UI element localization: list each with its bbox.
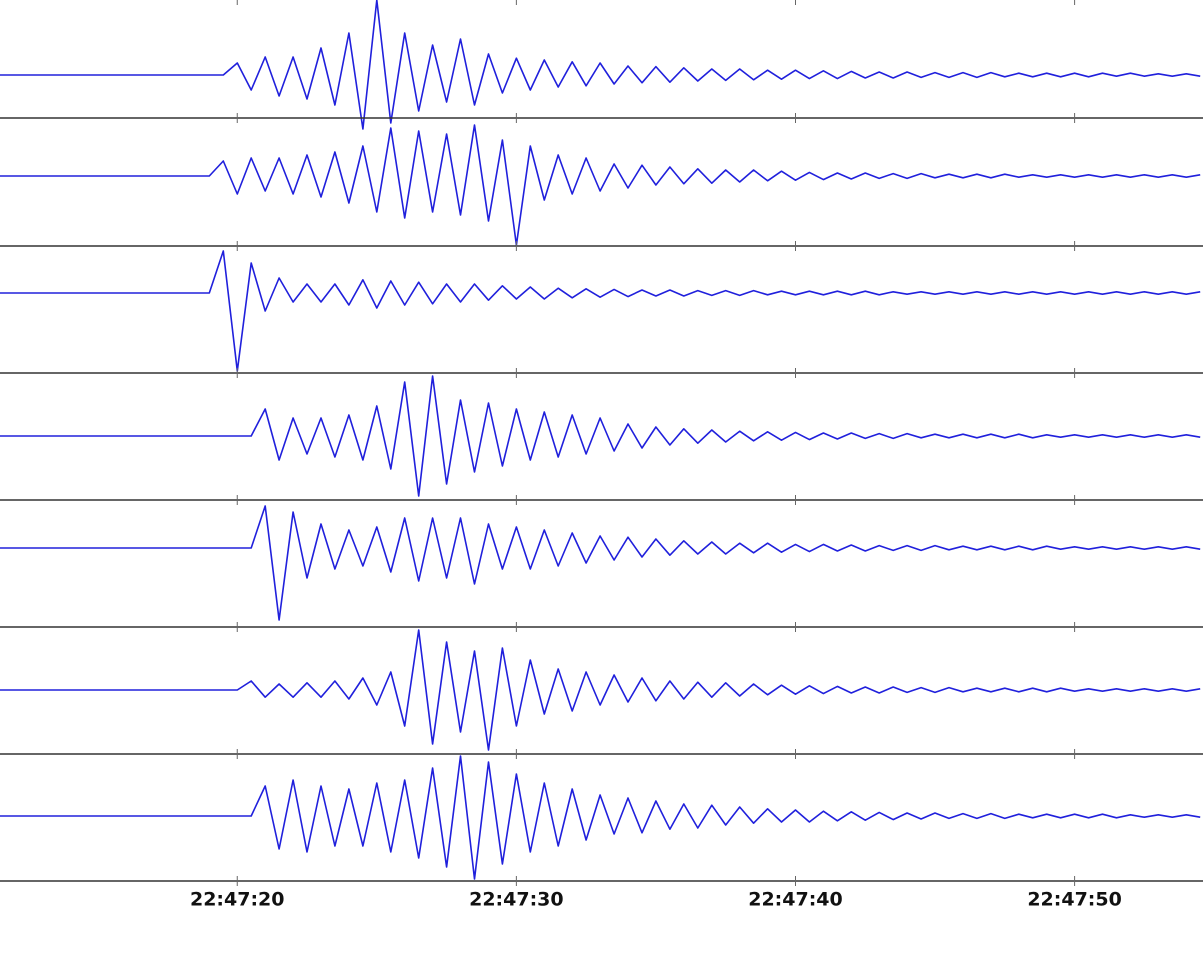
trace (0, 124, 1201, 246)
trace (0, 629, 1201, 751)
trace (0, 375, 1201, 497)
x-tick-label: 22:47:30 (469, 889, 564, 911)
trace (0, 755, 1201, 880)
x-tick-label: 22:47:50 (1027, 889, 1122, 911)
x-tick-label: 22:47:40 (748, 889, 843, 911)
x-tick-label: 22:47:20 (190, 889, 285, 911)
trace (0, 0, 1201, 130)
trace (0, 505, 1201, 621)
trace (0, 250, 1201, 372)
